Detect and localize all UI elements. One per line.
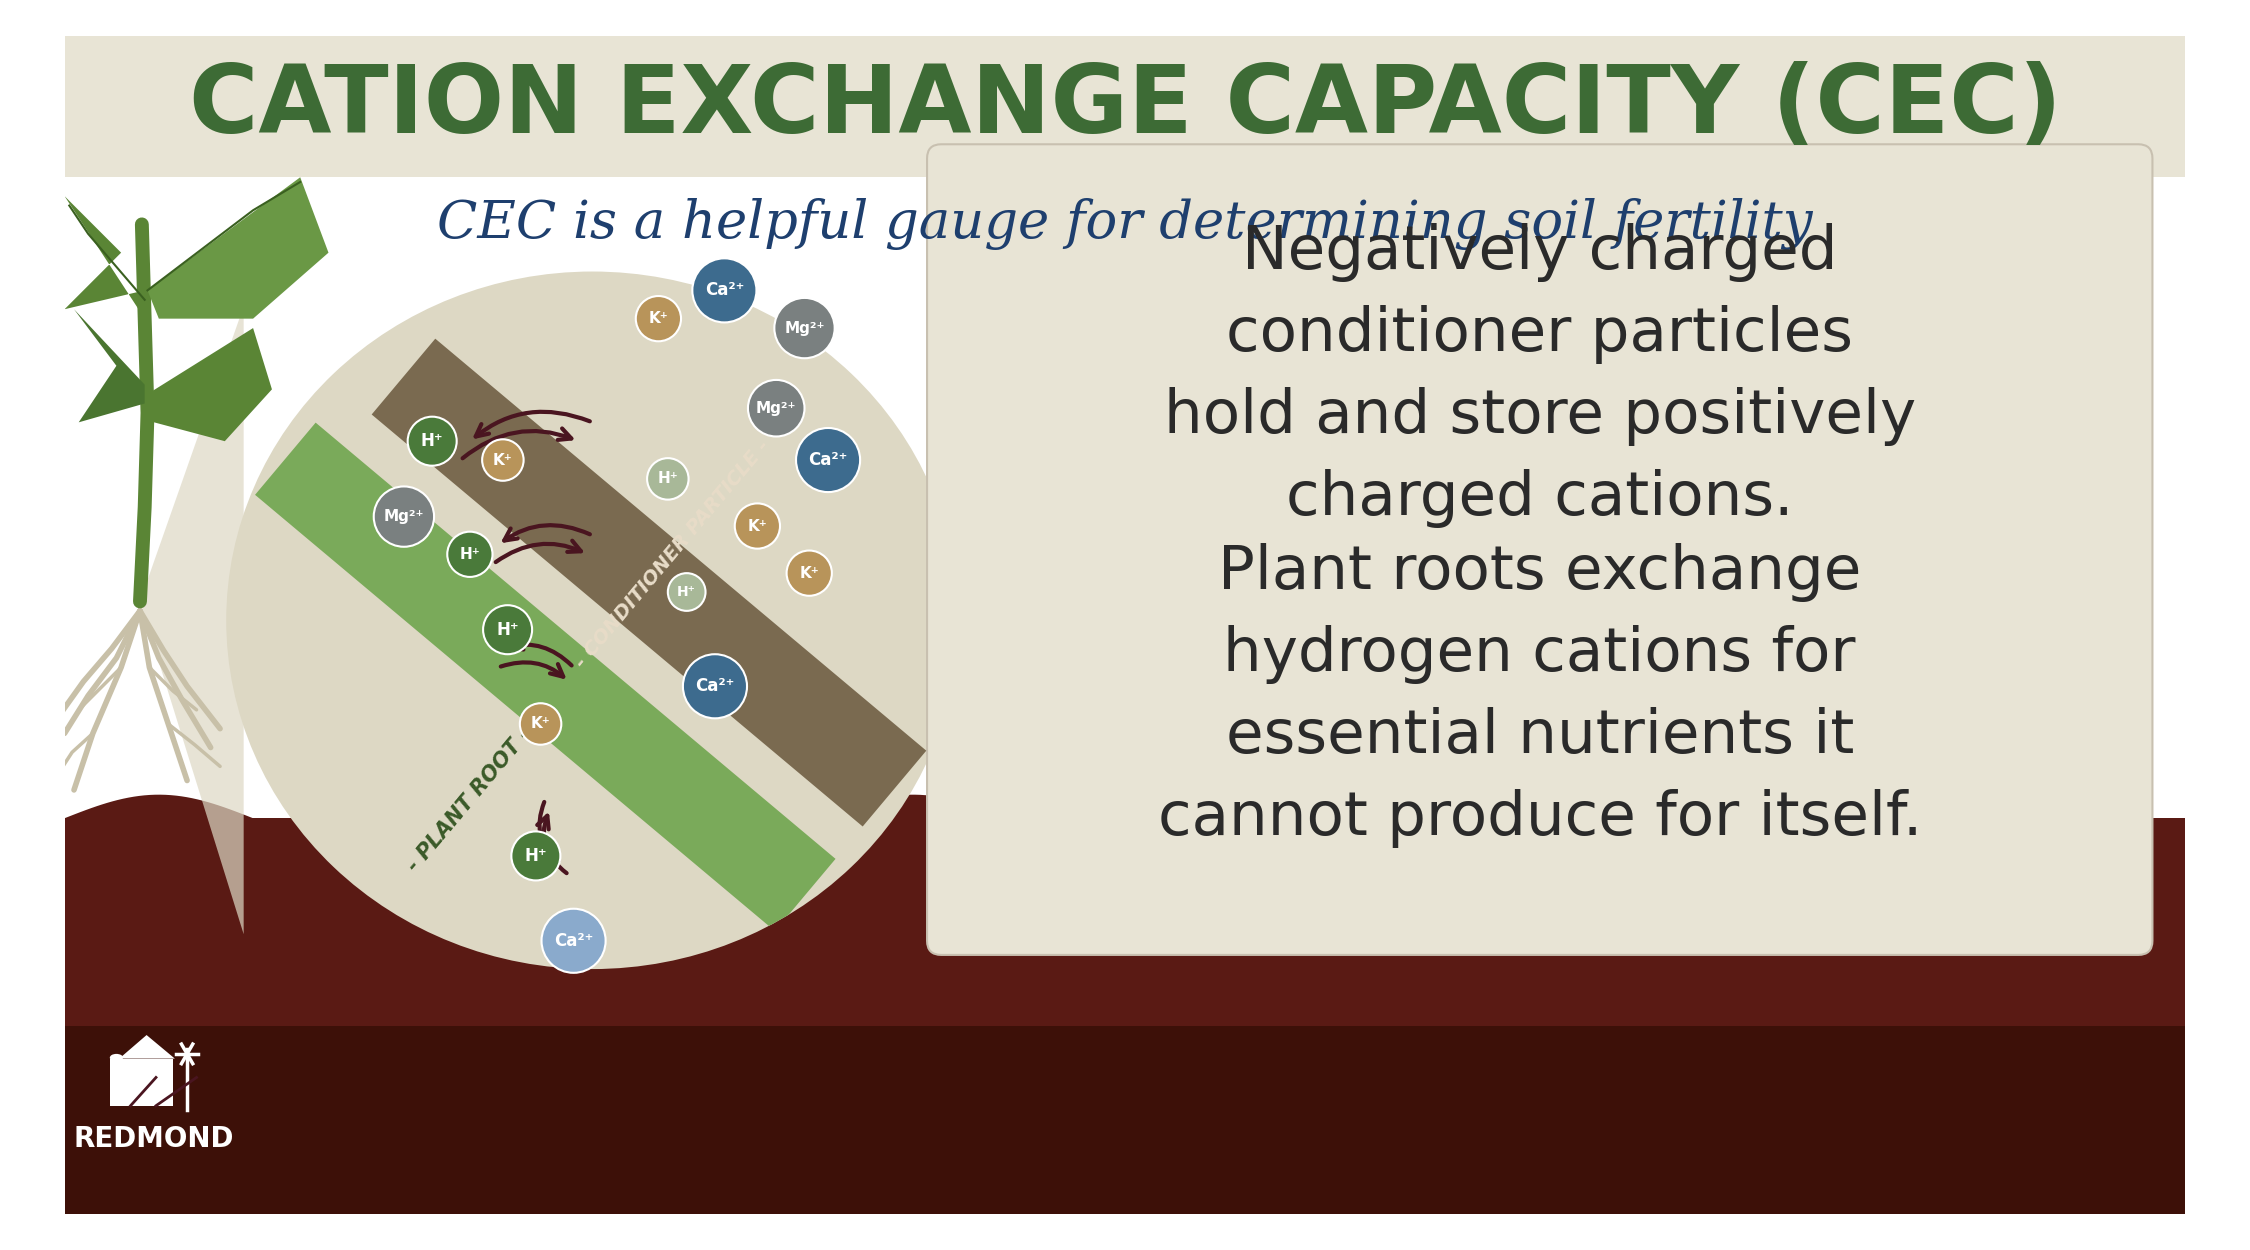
Circle shape [796, 428, 860, 493]
Text: Ca²⁺: Ca²⁺ [695, 678, 736, 695]
Circle shape [736, 504, 781, 549]
Circle shape [774, 298, 835, 359]
Polygon shape [65, 196, 144, 319]
Text: CATION EXCHANGE CAPACITY (CEC): CATION EXCHANGE CAPACITY (CEC) [189, 60, 2061, 152]
Circle shape [374, 486, 434, 546]
Circle shape [448, 531, 493, 578]
Text: H⁺: H⁺ [421, 432, 443, 450]
Text: H⁺: H⁺ [524, 848, 547, 865]
Circle shape [520, 704, 560, 745]
Ellipse shape [227, 271, 958, 969]
Text: K⁺: K⁺ [648, 311, 668, 326]
Circle shape [542, 909, 605, 972]
Text: Negatively charged
conditioner particles
hold and store positively
charged catio: Negatively charged conditioner particles… [1163, 222, 1915, 528]
Polygon shape [371, 339, 927, 826]
Bar [65, 1025, 2185, 1214]
Polygon shape [65, 795, 2185, 1214]
Text: REDMOND: REDMOND [74, 1125, 234, 1152]
Bar [110, 1059, 124, 1106]
Text: - PLANT ROOT -: - PLANT ROOT - [405, 724, 536, 875]
Bar [65, 819, 2185, 1214]
Ellipse shape [110, 1054, 124, 1061]
Polygon shape [74, 309, 144, 422]
Circle shape [747, 380, 805, 436]
Text: Ca²⁺: Ca²⁺ [808, 451, 848, 469]
Polygon shape [140, 306, 243, 934]
Circle shape [637, 296, 682, 341]
Text: K⁺: K⁺ [799, 566, 819, 581]
Bar [122, 1059, 173, 1106]
Circle shape [788, 550, 832, 596]
Circle shape [407, 416, 457, 466]
Text: H⁺: H⁺ [677, 585, 695, 599]
Text: Mg²⁺: Mg²⁺ [756, 401, 796, 416]
Bar [65, 177, 2185, 838]
Polygon shape [148, 328, 272, 441]
Polygon shape [119, 1035, 176, 1059]
Polygon shape [148, 177, 328, 319]
Circle shape [511, 831, 560, 880]
Polygon shape [254, 422, 835, 931]
Text: H⁺: H⁺ [657, 471, 677, 486]
Circle shape [668, 574, 706, 611]
Bar [65, 36, 2185, 178]
Text: Mg²⁺: Mg²⁺ [385, 509, 425, 524]
Text: - CONDITIONER PARTICLE -: - CONDITIONER PARTICLE - [572, 436, 774, 672]
Text: H⁺: H⁺ [497, 621, 520, 639]
Circle shape [484, 605, 531, 654]
Circle shape [693, 259, 756, 322]
Text: Plant roots exchange
hydrogen cations for
essential nutrients it
cannot produce : Plant roots exchange hydrogen cations fo… [1156, 544, 1922, 849]
Text: CEC is a helpful gauge for determining soil fertility: CEC is a helpful gauge for determining s… [436, 199, 1814, 250]
FancyBboxPatch shape [927, 144, 2153, 955]
Text: Ca²⁺: Ca²⁺ [554, 931, 594, 950]
Text: Ca²⁺: Ca²⁺ [704, 281, 745, 299]
Circle shape [482, 439, 524, 481]
Text: K⁺: K⁺ [531, 716, 551, 731]
Text: K⁺: K⁺ [493, 452, 513, 468]
Text: H⁺: H⁺ [459, 546, 479, 561]
Text: Mg²⁺: Mg²⁺ [785, 320, 826, 335]
Text: K⁺: K⁺ [747, 519, 767, 534]
Circle shape [648, 459, 688, 500]
Circle shape [684, 654, 747, 719]
